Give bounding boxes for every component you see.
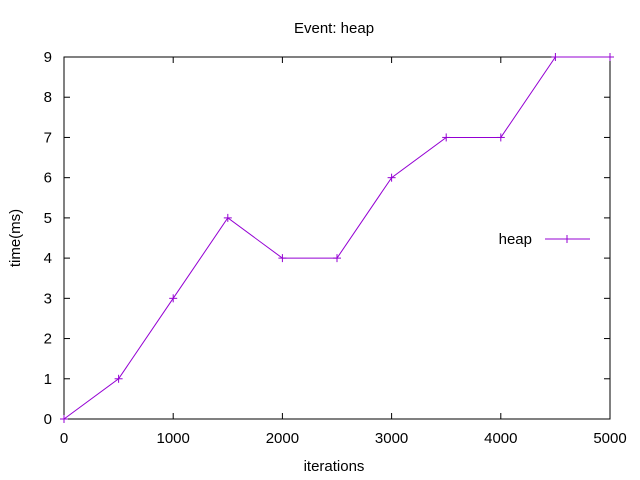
legend-marker-plus xyxy=(563,235,571,243)
y-tick-label: 1 xyxy=(44,371,52,388)
y-tick-label: 0 xyxy=(44,411,52,428)
data-point xyxy=(278,254,287,263)
x-tick-label: 5000 xyxy=(593,430,626,447)
data-point xyxy=(442,133,451,142)
data-point xyxy=(606,53,614,61)
legend-label-heap: heap xyxy=(499,231,532,248)
x-tick-label: 3000 xyxy=(375,430,408,447)
plot-frame xyxy=(63,56,611,420)
x-axis: 0 1000 2000 3000 4000 5000 xyxy=(60,57,627,447)
y-tick-label: 3 xyxy=(44,290,52,307)
data-point xyxy=(169,294,178,303)
x-tick-label: 1000 xyxy=(157,430,190,447)
legend: heap xyxy=(499,231,590,248)
x-tick-label: 4000 xyxy=(484,430,517,447)
data-point xyxy=(387,173,396,182)
y-axis-label: time(ms) xyxy=(7,209,24,267)
x-tick-label: 0 xyxy=(60,430,68,447)
y-tick-label: 9 xyxy=(44,49,52,66)
data-point xyxy=(60,415,68,423)
y-tick-label: 5 xyxy=(44,210,52,227)
data-point xyxy=(114,374,123,383)
chart-title: Event: heap xyxy=(294,20,374,37)
y-tick-label: 6 xyxy=(44,170,52,187)
y-tick-label: 8 xyxy=(44,89,52,106)
legend-marker-heap xyxy=(563,235,571,243)
x-axis-label: iterations xyxy=(304,458,365,475)
x-tick-label: 2000 xyxy=(266,430,299,447)
y-tick-label: 7 xyxy=(44,129,52,146)
data-point xyxy=(551,53,560,61)
data-point xyxy=(333,254,341,263)
data-point xyxy=(496,133,505,142)
data-point xyxy=(223,213,232,222)
series-group xyxy=(60,53,614,423)
y-tick-label: 4 xyxy=(44,250,52,267)
y-tick-label: 2 xyxy=(44,331,52,348)
